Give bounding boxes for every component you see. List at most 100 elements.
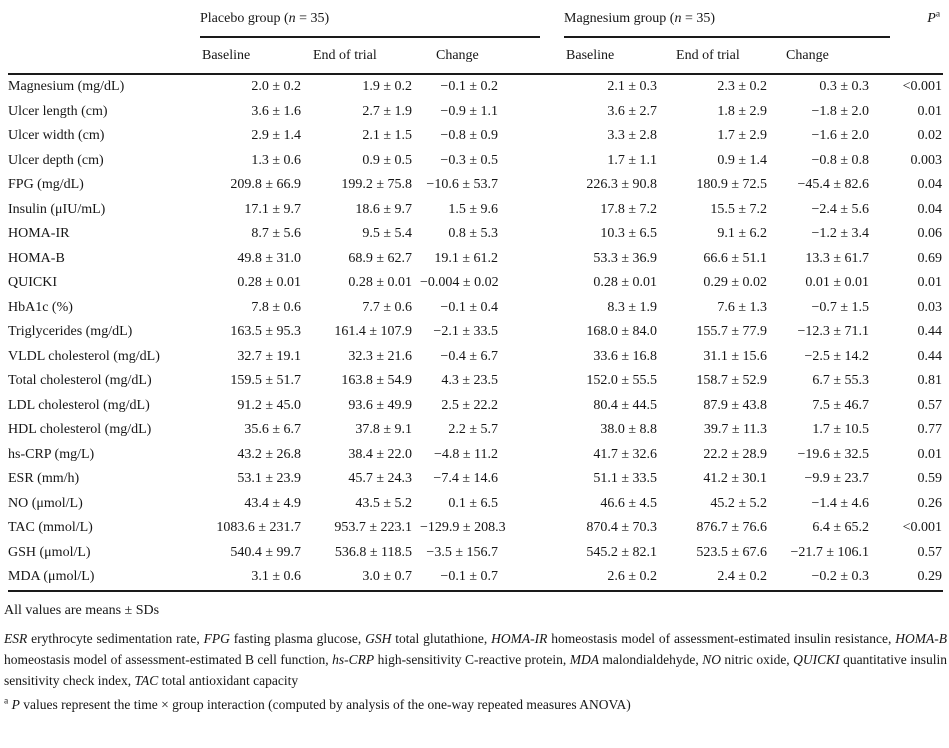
cell-value: 953.7 ± 223.1 [334,520,412,536]
table-row: HOMA-B 49.8 ± 31.0 68.9 ± 62.7 19.1 ± 61.2 5… [8,247,943,272]
cell-value: 51.1 ± 33.5 [593,471,658,487]
cell-value: −129.9 ± 208.3 [420,520,506,536]
row-label: HOMA-B [8,250,65,266]
cell-value: 2.4 ± 0.2 [660,565,773,592]
column-gap [502,418,564,443]
cell-value: 1.5 ± 9.6 [448,201,499,217]
column-gap [502,38,565,75]
p-value: 0.29 [872,565,944,592]
p-value: 0.57 [917,544,943,560]
cell-value: 159.5 ± 51.7 [230,373,301,389]
cell-value: 0.9 ± 1.4 [717,152,768,168]
table-row: Ulcer length (cm) 3.6 ± 1.6 2.7 ± 1.9 −0.9 … [8,100,943,125]
cell-value: 38.4 ± 22.0 [348,446,412,462]
cell-value: −45.4 ± 82.6 [797,177,870,193]
cell-value: 0.01 ± 0.01 [805,275,870,291]
cell-value: 199.2 ± 75.8 [341,177,412,193]
cell-value: 2.7 ± 1.9 [362,103,412,119]
cell-value: −1.2 ± 3.4 [811,226,870,242]
column-gap [502,467,564,492]
column-gap [502,565,565,592]
cell-value: 3.0 ± 0.7 [305,565,420,592]
cell-value: 1.7 ± 2.9 [717,128,768,144]
abbreviations-footnote: ESR erythrocyte sedimentation rate, FPG … [4,630,947,688]
table-row: ESR (mm/h) 53.1 ± 23.9 45.7 ± 24.3 −7.4 ± 1… [8,467,943,492]
p-value: 0.77 [917,422,943,438]
cell-value: 870.4 ± 70.3 [586,520,658,536]
cell-value: 87.9 ± 43.8 [703,397,768,413]
column-gap [502,198,564,223]
cell-value: 3.1 ± 0.6 [200,565,305,592]
cell-value: 1.8 ± 2.9 [717,103,768,119]
placebo-group-header: Placebo group (n = 35) [200,11,540,38]
column-gap [502,516,564,541]
cell-value: −1.6 ± 2.0 [811,128,870,144]
row-label: ESR (mm/h) [8,471,80,487]
cell-value: 45.2 ± 5.2 [710,495,768,511]
placebo-group-header-cell: Placebo group (n = 35) [200,6,540,38]
table-row: QUICKI 0.28 ± 0.01 0.28 ± 0.01 −0.004 ± 0.0… [8,271,943,296]
column-gap [502,345,564,370]
cell-value: −0.9 ± 1.1 [440,103,499,119]
column-gap [502,222,564,247]
p-value: 0.69 [917,250,943,266]
row-label: Ulcer length (cm) [8,103,108,119]
means-footnote: All values are means ± SDs [4,602,160,618]
cell-value: 8.7 ± 5.6 [251,226,301,242]
column-gap [502,100,564,125]
cell-value: 4.3 ± 23.5 [441,373,499,389]
row-label: Triglycerides (mg/dL) [8,324,133,340]
table-page: Placebo group (n = 35) Magnesium group (… [0,6,949,748]
col-header-magnesium-end: End of trial [660,38,773,75]
cell-value: 68.9 ± 62.7 [348,250,412,266]
p-value: 0.57 [917,397,943,413]
cell-value: 80.4 ± 44.5 [593,397,658,413]
col-header-placebo-baseline: Baseline [200,38,305,75]
row-label: HDL cholesterol (mg/dL) [8,422,152,438]
cell-value: 37.8 ± 9.1 [355,422,412,438]
magnesium-group-header-cell: Magnesium group (n = 35) [564,6,891,38]
cell-value: 163.8 ± 54.9 [341,373,412,389]
row-label: hs-CRP (mg/L) [8,446,95,462]
cell-value: 93.6 ± 49.9 [348,397,412,413]
cell-value: 22.2 ± 28.9 [703,446,768,462]
cell-value: 2.2 ± 5.7 [448,422,499,438]
table-row: HbA1c (%) 7.8 ± 0.6 7.7 ± 0.6 −0.1 ± 0.4 8.3… [8,296,943,321]
p-value: 0.01 [917,275,943,291]
group-header-row: Placebo group (n = 35) Magnesium group (… [8,6,944,75]
row-label: Ulcer width (cm) [8,128,105,144]
row-label: NO (μmol/L) [8,495,83,511]
p-value: <0.001 [902,79,943,95]
column-gap [502,271,564,296]
column-gap [502,492,564,517]
cell-value: −0.2 ± 0.3 [772,565,873,592]
results-table: Placebo group (n = 35) Magnesium group (… [8,6,944,592]
table-row: HDL cholesterol (mg/dL) 35.6 ± 6.7 37.8 ± … [8,418,943,443]
subheader-row: Baseline End of trial Change Baseline En… [8,38,943,75]
row-label: LDL cholesterol (mg/dL) [8,397,150,413]
column-gap [502,394,564,419]
cell-value: 3.3 ± 2.8 [607,128,658,144]
cell-value: 0.9 ± 0.5 [362,152,412,168]
cell-value: 43.5 ± 5.2 [355,495,412,511]
cell-value: 1.7 ± 10.5 [812,422,870,438]
column-gap [502,74,564,100]
cell-value: −0.4 ± 6.7 [440,348,499,364]
p-value: 0.03 [917,299,943,315]
cell-value: 545.2 ± 82.1 [586,544,658,560]
cell-value: 180.9 ± 72.5 [696,177,768,193]
cell-value: 2.1 ± 1.5 [362,128,412,144]
cell-value: 13.3 ± 61.7 [805,250,870,266]
cell-value: 41.2 ± 30.1 [703,471,768,487]
cell-value: 0.28 ± 0.01 [237,275,301,291]
header-spacer [8,38,200,75]
row-label: QUICKI [8,275,57,291]
cell-value: 32.3 ± 21.6 [348,348,412,364]
table-header: Placebo group (n = 35) Magnesium group (… [8,6,944,75]
table-row: HOMA-IR 8.7 ± 5.6 9.5 ± 5.4 0.8 ± 5.3 10.3 ±… [8,222,943,247]
cell-value: 1.3 ± 0.6 [251,152,301,168]
table-row: Insulin (μIU/mL) 17.1 ± 9.7 18.6 ± 9.7 1.5 … [8,198,943,223]
cell-value: 32.7 ± 19.1 [237,348,301,364]
col-header-magnesium-baseline: Baseline [564,38,661,75]
cell-value: 46.6 ± 4.5 [600,495,658,511]
